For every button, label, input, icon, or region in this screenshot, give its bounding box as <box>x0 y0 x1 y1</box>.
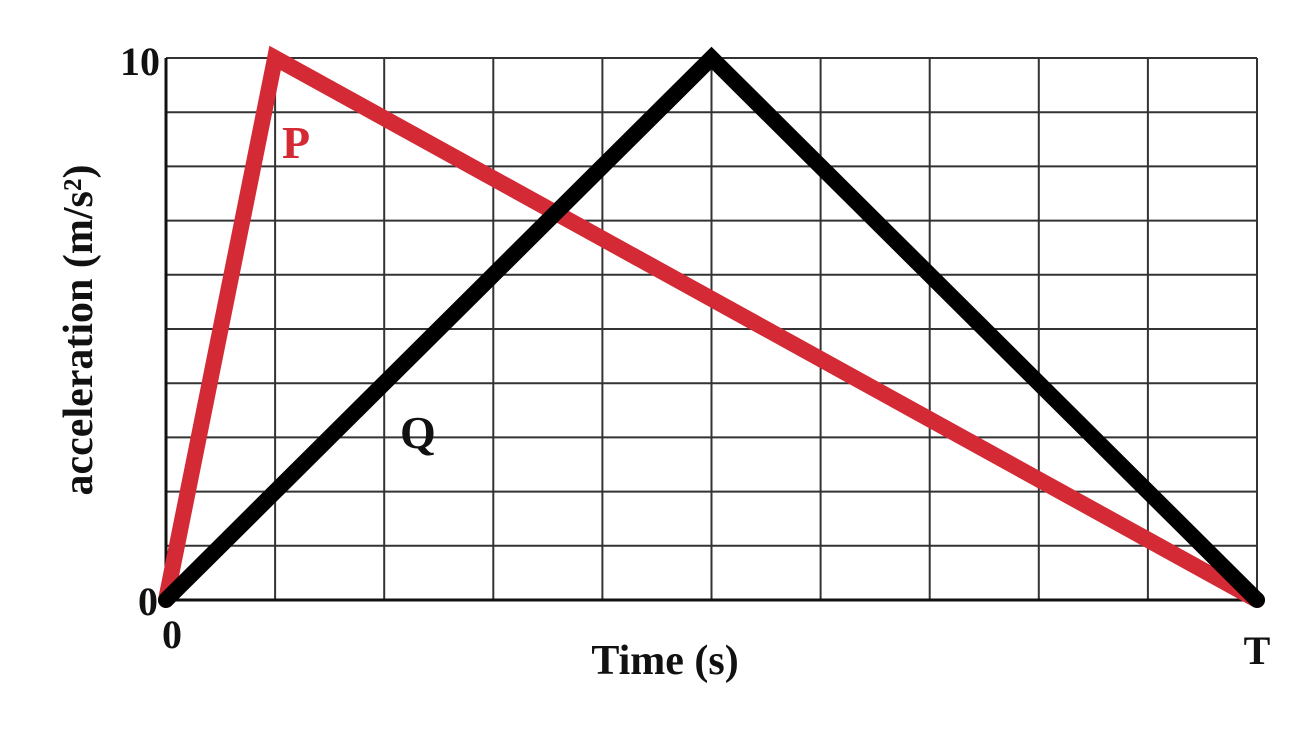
x-tick-label-start: 0 <box>162 612 182 657</box>
series-line-q <box>158 46 1265 608</box>
series-line-p <box>158 45 1265 608</box>
grid <box>164 57 1258 602</box>
x-axis-label: Time (s) <box>591 638 738 684</box>
y-axis-label: acceleration (m/s²) <box>56 165 102 496</box>
series-label-q: Q <box>400 407 436 458</box>
y-tick-label-bottom: 0 <box>138 579 158 624</box>
series-label-p: P <box>282 117 310 168</box>
series-lines <box>158 45 1265 608</box>
x-tick-label-end: T <box>1244 628 1271 673</box>
y-tick-label-top: 10 <box>120 39 160 84</box>
